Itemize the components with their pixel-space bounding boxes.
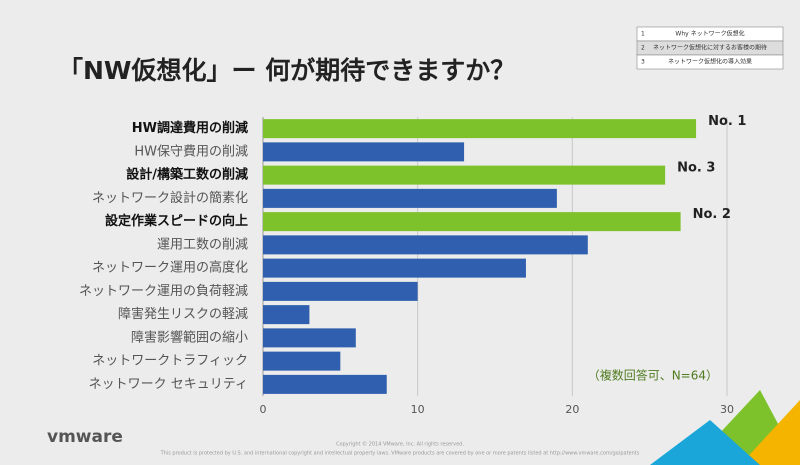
- bar: [263, 188, 557, 208]
- nav-number: 1: [641, 31, 645, 38]
- nav-number: 2: [641, 45, 645, 52]
- nav-label: ネットワーク仮想化の導入効果: [668, 58, 752, 66]
- nav-row: [636, 54, 784, 70]
- x-tick-label: 20: [565, 403, 579, 416]
- y-tick-label: 設定作業スピードの向上: [105, 213, 248, 229]
- y-tick-label: 運用工数の削減: [157, 236, 248, 252]
- bar: [263, 165, 666, 185]
- x-tick-label: 0: [260, 403, 267, 416]
- bar: [263, 258, 526, 278]
- bar: [263, 374, 387, 394]
- y-tick-label: ネットワーク セキュリティ: [89, 377, 248, 392]
- bar: [263, 235, 588, 255]
- nav-label: Why ネットワーク仮想化: [675, 30, 744, 38]
- note: （複数回答可、N=64）: [588, 368, 718, 383]
- y-tick-label: ネットワーク運用の高度化: [92, 260, 248, 276]
- rank-label: No. 3: [677, 161, 715, 176]
- y-tick-label: 障害影響範囲の縮小: [131, 329, 248, 345]
- y-tick-label: 障害発生リスクの軽減: [118, 306, 248, 322]
- y-tick-label: HW保守費用の削減: [134, 143, 248, 159]
- logo: vmware: [47, 427, 123, 447]
- chart-title: 「NW仮想化」ー 何が期待できますか？: [58, 56, 515, 85]
- bar: [263, 281, 418, 301]
- y-tick-label: ネットワーク運用の負荷軽減: [79, 283, 248, 299]
- decor: [740, 400, 800, 465]
- x-tick-label: 10: [411, 403, 425, 416]
- x-tick-label: 30: [720, 403, 734, 416]
- legal: This product is protected by U.S. and in…: [160, 451, 640, 457]
- y-tick-label: 設計/構築工数の削減: [126, 167, 248, 183]
- rank-label: No. 2: [693, 207, 731, 222]
- decor: [650, 420, 760, 465]
- bar: [263, 351, 341, 371]
- nav-label: ネットワーク仮想化に対するお客様の期待: [653, 44, 767, 52]
- bar: [263, 119, 697, 139]
- bar: [263, 328, 356, 348]
- rank-label: No. 1: [708, 114, 746, 129]
- y-tick-label: ネットワーク設計の簡素化: [92, 190, 248, 206]
- copyright: Copyright © 2014 VMware, Inc. All rights…: [336, 441, 464, 448]
- bar: [263, 305, 310, 325]
- nav-number: 3: [641, 59, 645, 66]
- y-tick-label: HW調達費用の削減: [132, 120, 248, 136]
- y-tick-label: ネットワークトラフィック: [92, 354, 248, 369]
- bar: [263, 142, 465, 162]
- bar: [263, 212, 681, 232]
